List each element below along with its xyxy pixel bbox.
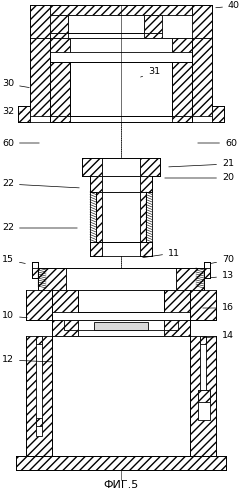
Bar — [32, 262, 38, 278]
Bar — [50, 5, 192, 15]
Text: 16: 16 — [203, 304, 234, 312]
Bar — [70, 62, 172, 116]
Bar — [18, 106, 30, 122]
Bar — [102, 242, 140, 256]
Bar — [94, 322, 148, 330]
Bar — [90, 176, 102, 192]
Bar — [50, 116, 70, 122]
Text: ФИГ.5: ФИГ.5 — [103, 480, 139, 490]
Bar — [140, 176, 152, 192]
Text: 70: 70 — [211, 256, 234, 264]
Bar — [164, 320, 178, 330]
Bar — [204, 262, 210, 278]
Bar — [164, 290, 190, 312]
Bar — [50, 15, 68, 33]
Bar — [140, 192, 146, 242]
Bar — [90, 242, 102, 256]
Text: 22: 22 — [2, 180, 79, 188]
Bar — [102, 192, 140, 242]
Bar — [172, 38, 192, 52]
Bar — [144, 33, 162, 38]
Bar — [26, 336, 52, 456]
Bar — [70, 38, 172, 52]
Bar — [26, 290, 52, 320]
Bar — [102, 176, 140, 192]
Text: 60: 60 — [2, 138, 39, 147]
Bar — [30, 5, 50, 38]
Bar — [190, 290, 216, 320]
Bar — [52, 320, 78, 336]
Bar — [36, 418, 42, 426]
Bar — [50, 33, 68, 38]
Bar — [102, 158, 140, 176]
Bar — [204, 268, 210, 278]
Bar — [64, 320, 78, 330]
Text: 14: 14 — [203, 332, 234, 340]
Bar — [32, 268, 38, 278]
Text: 13: 13 — [211, 272, 234, 280]
Bar — [164, 320, 190, 336]
Bar — [52, 290, 190, 320]
Bar — [50, 38, 70, 52]
Bar — [82, 158, 102, 176]
Bar — [52, 336, 190, 456]
Bar — [140, 158, 160, 176]
Text: 12: 12 — [2, 356, 52, 364]
Bar — [78, 320, 164, 330]
Bar — [200, 336, 206, 344]
Bar — [172, 116, 192, 122]
Bar — [50, 38, 192, 62]
Bar — [190, 336, 216, 456]
Bar — [212, 106, 224, 122]
Bar — [36, 336, 42, 344]
Bar — [96, 192, 102, 242]
Text: 11: 11 — [143, 248, 180, 258]
Bar — [50, 116, 192, 122]
Bar — [172, 62, 192, 116]
Text: 22: 22 — [2, 224, 77, 232]
Bar — [200, 336, 206, 406]
Bar — [192, 38, 212, 116]
Text: 15: 15 — [2, 256, 25, 264]
Bar — [78, 320, 164, 336]
Bar — [50, 62, 70, 116]
Text: 32: 32 — [2, 108, 22, 116]
Bar — [140, 242, 152, 256]
Bar — [78, 290, 164, 312]
Bar — [144, 15, 162, 33]
Bar — [30, 38, 50, 116]
Text: 21: 21 — [169, 160, 234, 168]
Bar — [192, 5, 212, 38]
Bar — [16, 456, 226, 470]
Text: 20: 20 — [165, 174, 234, 182]
Bar — [52, 290, 78, 312]
Text: 10: 10 — [2, 312, 27, 320]
Text: 60: 60 — [198, 138, 237, 147]
Text: 31: 31 — [141, 68, 160, 77]
Bar — [36, 336, 42, 436]
Bar — [66, 268, 176, 290]
Bar — [68, 15, 144, 33]
Text: 30: 30 — [2, 80, 29, 88]
Text: 40: 40 — [216, 2, 240, 11]
Bar — [176, 268, 204, 290]
Bar — [38, 268, 66, 290]
Bar — [198, 390, 210, 402]
Bar — [198, 390, 210, 420]
